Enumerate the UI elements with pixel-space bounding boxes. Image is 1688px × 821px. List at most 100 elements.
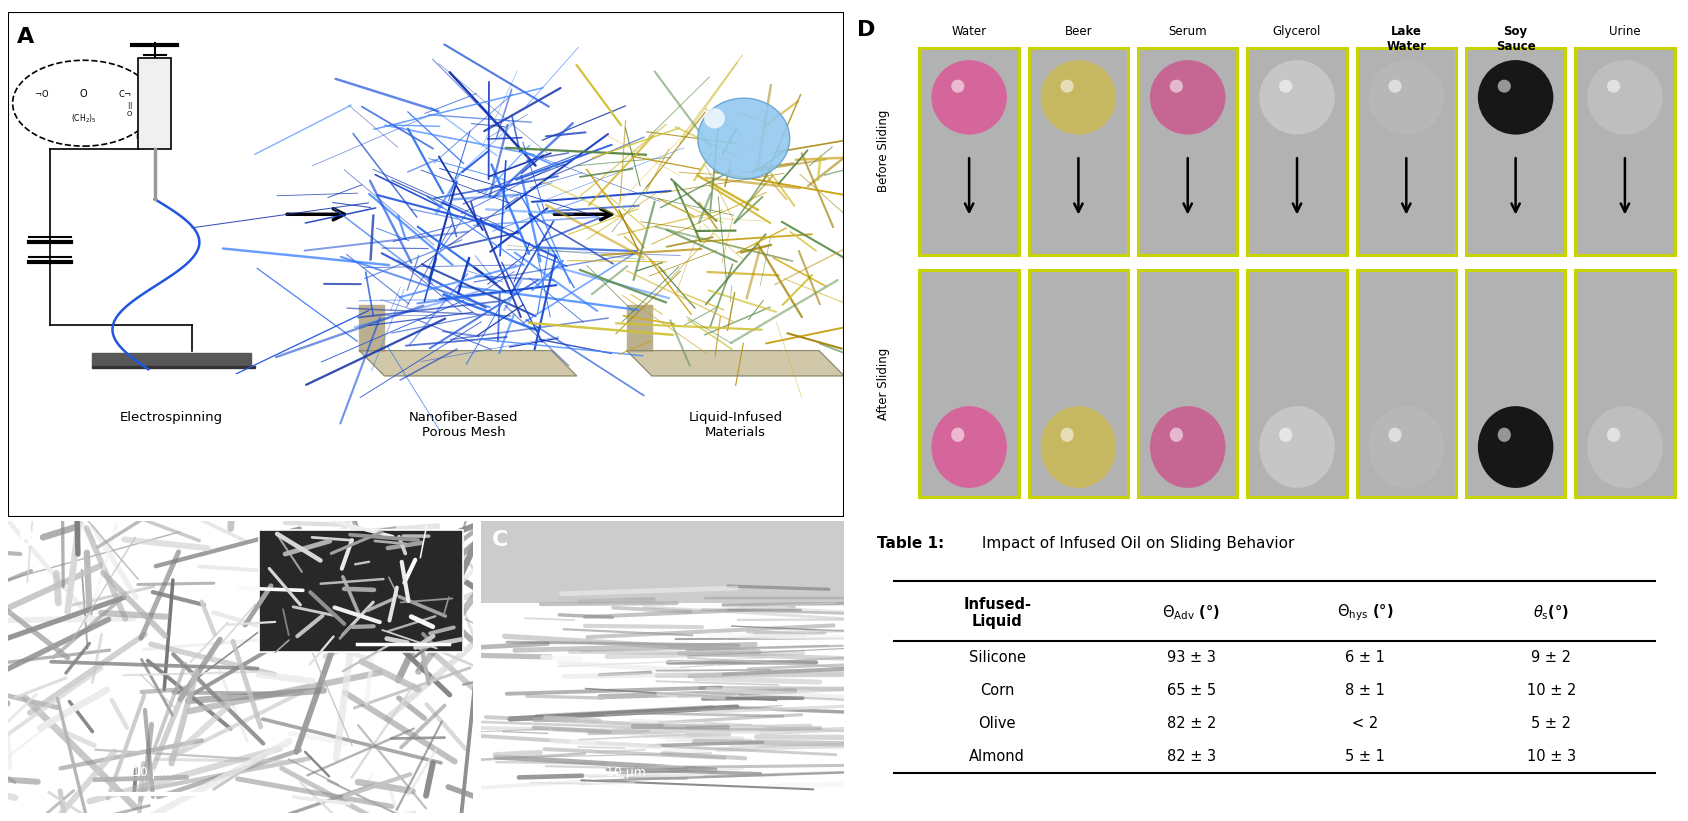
Text: $\mathsf{||}$: $\mathsf{||}$: [127, 100, 133, 111]
Text: Liquid-Infused
Materials: Liquid-Infused Materials: [689, 411, 783, 439]
Text: Impact of Infused Oil on Sliding Behavior: Impact of Infused Oil on Sliding Behavio…: [976, 536, 1295, 552]
Bar: [1357, 270, 1457, 497]
Ellipse shape: [950, 428, 964, 442]
Text: 9 ± 2: 9 ± 2: [1531, 650, 1572, 665]
Bar: [920, 270, 1020, 497]
Ellipse shape: [932, 60, 1006, 135]
Text: $\mathsf{C\neg}$: $\mathsf{C\neg}$: [118, 88, 132, 99]
Text: 10 μm: 10 μm: [132, 766, 172, 779]
Text: $\theta_{\rm s}$(°): $\theta_{\rm s}$(°): [1533, 603, 1570, 622]
Bar: [1575, 270, 1674, 497]
Ellipse shape: [1280, 80, 1293, 93]
Text: Corn: Corn: [981, 683, 1014, 698]
Ellipse shape: [1479, 406, 1553, 488]
Ellipse shape: [1369, 60, 1443, 135]
Text: 6 ± 1: 6 ± 1: [1345, 650, 1386, 665]
Polygon shape: [360, 305, 385, 351]
Text: $\mathsf{O}$: $\mathsf{O}$: [79, 87, 88, 99]
Text: Nanofiber-Based
Porous Mesh: Nanofiber-Based Porous Mesh: [408, 411, 518, 439]
Text: Glycerol: Glycerol: [1273, 25, 1322, 38]
Ellipse shape: [1587, 406, 1663, 488]
Ellipse shape: [1497, 80, 1511, 93]
Text: $\mathsf{O}$: $\mathsf{O}$: [127, 109, 133, 117]
Text: Olive: Olive: [979, 716, 1016, 732]
Ellipse shape: [1259, 406, 1335, 488]
Text: B: B: [17, 530, 35, 550]
Ellipse shape: [1369, 406, 1443, 488]
Ellipse shape: [1060, 80, 1074, 93]
Polygon shape: [626, 351, 844, 376]
Text: $\Theta_{\rm Adv}$ (°): $\Theta_{\rm Adv}$ (°): [1163, 603, 1220, 622]
Bar: [1465, 48, 1565, 255]
Ellipse shape: [1170, 80, 1183, 93]
Ellipse shape: [1479, 60, 1553, 135]
Text: Silicone: Silicone: [969, 650, 1026, 665]
Text: Infused-
Liquid: Infused- Liquid: [964, 597, 1031, 629]
Text: C: C: [491, 530, 508, 550]
Text: Serum: Serum: [1168, 25, 1207, 38]
Text: 5 ± 1: 5 ± 1: [1345, 749, 1386, 764]
Bar: [1138, 48, 1237, 255]
Bar: [1247, 270, 1347, 497]
Text: < 2: < 2: [1352, 716, 1379, 732]
Text: Soy
Sauce: Soy Sauce: [1496, 25, 1536, 53]
Ellipse shape: [1259, 60, 1335, 135]
Text: Electrospinning: Electrospinning: [120, 411, 223, 424]
Ellipse shape: [1060, 428, 1074, 442]
Bar: [481, 521, 844, 603]
Text: Beer: Beer: [1065, 25, 1092, 38]
Ellipse shape: [1607, 428, 1620, 442]
Ellipse shape: [697, 99, 790, 179]
Text: A: A: [17, 27, 34, 48]
Text: $\mathsf{(CH_2)_5}$: $\mathsf{(CH_2)_5}$: [71, 112, 96, 125]
Ellipse shape: [1280, 428, 1293, 442]
Polygon shape: [91, 366, 255, 369]
Ellipse shape: [1388, 80, 1401, 93]
Ellipse shape: [1041, 406, 1116, 488]
Ellipse shape: [932, 406, 1006, 488]
Text: Urine: Urine: [1609, 25, 1641, 38]
Bar: [1575, 48, 1674, 255]
Text: 65 ± 5: 65 ± 5: [1166, 683, 1215, 698]
Ellipse shape: [1041, 60, 1116, 135]
Ellipse shape: [1587, 60, 1663, 135]
Text: $\mathsf{n}$: $\mathsf{n}$: [135, 131, 142, 140]
Bar: [1138, 270, 1237, 497]
Text: 8 ± 1: 8 ± 1: [1345, 683, 1386, 698]
Text: After Sliding: After Sliding: [878, 347, 890, 420]
Text: Water: Water: [952, 25, 987, 38]
Polygon shape: [626, 305, 652, 351]
Ellipse shape: [1607, 80, 1620, 93]
Bar: [1247, 48, 1347, 255]
Text: 82 ± 3: 82 ± 3: [1166, 749, 1215, 764]
Text: D: D: [856, 20, 874, 40]
Bar: [1465, 270, 1565, 497]
Text: Table 1:: Table 1:: [878, 536, 945, 552]
Text: Almond: Almond: [969, 749, 1025, 764]
Text: $\Theta_{\rm hys}$ (°): $\Theta_{\rm hys}$ (°): [1337, 603, 1394, 623]
Polygon shape: [360, 351, 577, 376]
Text: 10 ± 3: 10 ± 3: [1526, 749, 1577, 764]
Ellipse shape: [1497, 428, 1511, 442]
Text: 10 ± 2: 10 ± 2: [1526, 683, 1577, 698]
Text: $\mathsf{\neg O}$: $\mathsf{\neg O}$: [34, 88, 49, 99]
Bar: [1028, 270, 1128, 497]
Text: 82 ± 2: 82 ± 2: [1166, 716, 1217, 732]
Bar: [260, 530, 464, 653]
Ellipse shape: [1150, 406, 1225, 488]
Polygon shape: [91, 353, 252, 366]
Bar: [1357, 48, 1457, 255]
Ellipse shape: [1170, 428, 1183, 442]
Bar: [920, 48, 1020, 255]
Bar: [138, 57, 172, 149]
Text: 5 ± 2: 5 ± 2: [1531, 716, 1572, 732]
Text: Before Sliding: Before Sliding: [878, 110, 890, 192]
Ellipse shape: [704, 108, 724, 128]
Ellipse shape: [950, 80, 964, 93]
Text: 10 μm: 10 μm: [606, 766, 647, 779]
Ellipse shape: [1388, 428, 1401, 442]
Ellipse shape: [1150, 60, 1225, 135]
Bar: [1028, 48, 1128, 255]
Text: Lake
Water: Lake Water: [1386, 25, 1426, 53]
Text: 93 ± 3: 93 ± 3: [1166, 650, 1215, 665]
